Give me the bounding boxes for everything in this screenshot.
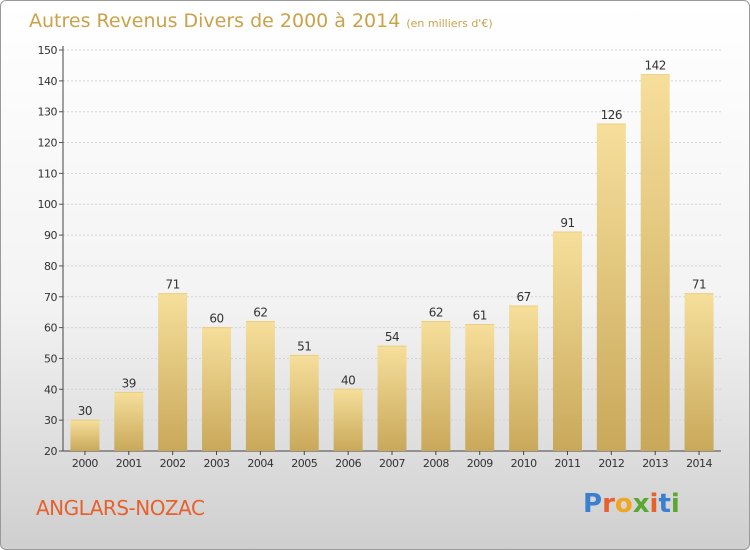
- logo-letter: r: [602, 489, 615, 519]
- bar: [596, 124, 626, 452]
- x-tick-label: 2014: [686, 457, 712, 470]
- bar: [202, 327, 232, 451]
- data-label: 71: [166, 278, 180, 292]
- bar: [684, 293, 714, 451]
- data-label: 60: [209, 312, 223, 326]
- x-tick-label: 2008: [423, 457, 449, 470]
- y-tick-label: 60: [44, 322, 57, 335]
- y-tick-label: 150: [38, 44, 58, 57]
- x-tick-label: 2011: [554, 457, 580, 470]
- y-tick-label: 80: [44, 260, 57, 273]
- place-name: ANGLARS-NOZAC: [36, 496, 205, 520]
- bar: [333, 389, 363, 451]
- data-label: 40: [341, 373, 355, 387]
- logo-letter: i: [670, 489, 680, 519]
- x-tick-label: 2007: [379, 457, 405, 470]
- y-tick-label: 130: [38, 106, 58, 119]
- data-label: 126: [601, 108, 622, 122]
- data-label: 61: [473, 309, 487, 323]
- bar: [552, 231, 582, 451]
- x-tick-label: 2003: [204, 457, 230, 470]
- y-tick-label: 70: [44, 291, 57, 304]
- y-tick-label: 20: [44, 445, 57, 458]
- x-tick-label: 2004: [247, 457, 273, 470]
- logo-letter: P: [583, 489, 603, 519]
- data-label: 51: [297, 339, 311, 353]
- proxiti-logo: Proxiti: [583, 489, 680, 519]
- x-tick-label: 2000: [72, 457, 98, 470]
- y-tick-label: 90: [44, 229, 57, 242]
- data-label: 39: [122, 376, 136, 390]
- x-tick-label: 2009: [467, 457, 493, 470]
- logo-letter: o: [614, 489, 633, 519]
- logo-letter: t: [658, 489, 671, 519]
- data-label: 71: [692, 278, 706, 292]
- bar: [421, 321, 451, 451]
- y-tick-label: 100: [38, 198, 58, 211]
- x-tick-label: 2010: [511, 457, 537, 470]
- y-tick-label: 120: [38, 137, 58, 150]
- x-tick-label: 2005: [291, 457, 317, 470]
- logo-letter: i: [649, 489, 659, 519]
- bar: [509, 306, 539, 451]
- bar: [70, 420, 100, 451]
- y-tick-label: 140: [38, 75, 58, 88]
- data-label: 30: [78, 404, 92, 418]
- bar: [158, 293, 188, 451]
- bar: [245, 321, 275, 451]
- chart-title-text: Autres Revenus Divers de 2000 à 2014: [29, 10, 401, 32]
- data-label: 67: [516, 290, 530, 304]
- data-label: 54: [385, 330, 399, 344]
- chart-subtitle: (en milliers d'€): [406, 17, 493, 30]
- data-label: 62: [429, 305, 443, 319]
- x-tick-label: 2006: [335, 457, 361, 470]
- data-label: 91: [560, 216, 574, 230]
- bar: [377, 346, 407, 451]
- x-tick-label: 2012: [598, 457, 624, 470]
- y-tick-label: 50: [44, 352, 57, 365]
- x-tick-label: 2001: [116, 457, 142, 470]
- y-tick-label: 40: [44, 383, 57, 396]
- x-tick-label: 2002: [160, 457, 186, 470]
- bar: [465, 324, 495, 451]
- data-label: 142: [644, 59, 665, 73]
- x-tick-label: 2013: [642, 457, 668, 470]
- y-tick-label: 30: [44, 414, 57, 427]
- chart-title: Autres Revenus Divers de 2000 à 2014 (en …: [29, 10, 493, 32]
- y-tick-label: 110: [38, 167, 58, 180]
- bar: [289, 355, 319, 451]
- bar: [114, 392, 144, 451]
- logo-letter: x: [632, 489, 650, 519]
- bar: [640, 74, 670, 451]
- data-label: 62: [253, 305, 267, 319]
